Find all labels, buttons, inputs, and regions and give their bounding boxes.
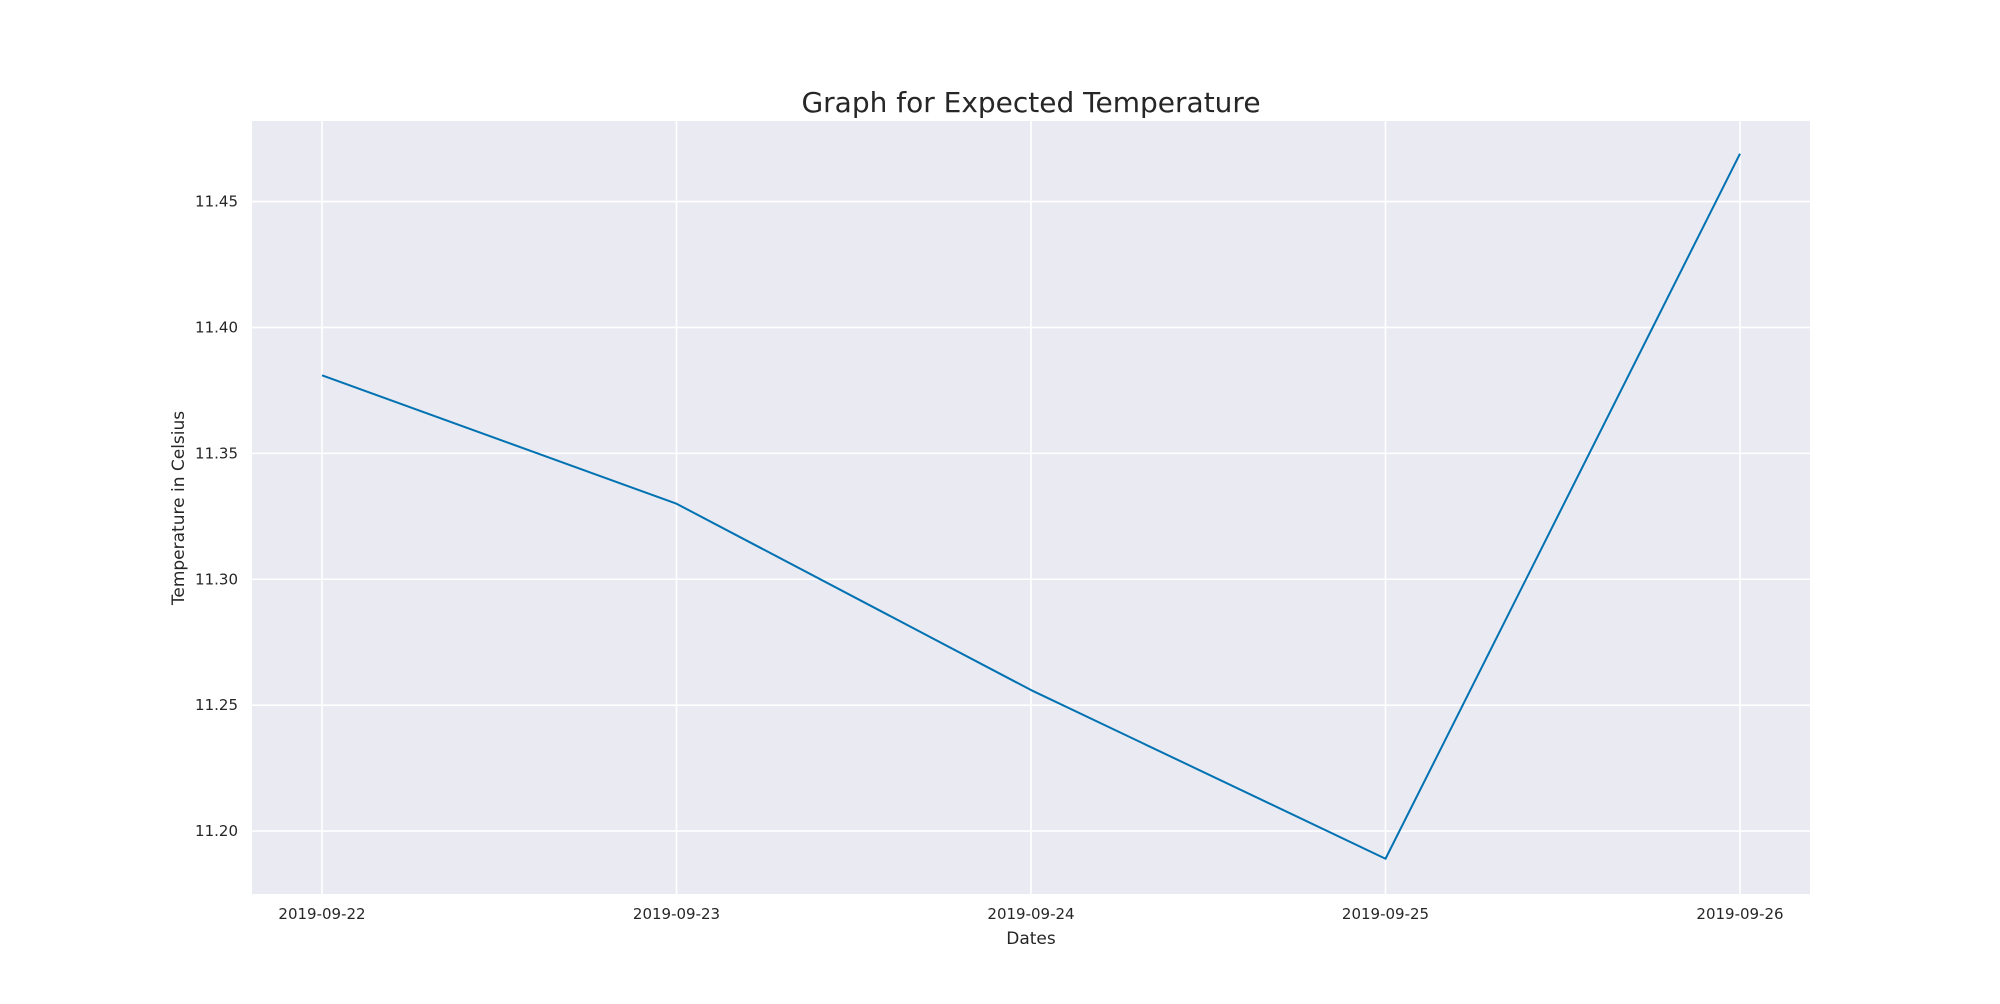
y-tick-label: 11.25 [195,696,238,714]
x-tick-label: 2019-09-25 [1342,905,1429,923]
chart-title: Graph for Expected Temperature [801,86,1260,119]
y-tick-label: 11.30 [195,570,238,588]
x-tick-label: 2019-09-22 [278,905,365,923]
y-axis-label: Temperature in Celsius [169,411,189,606]
y-tick-label: 11.35 [195,444,238,462]
series-layer [321,153,1741,860]
series-line [321,153,1741,860]
y-tick-labels: 11.20 11.25 11.30 11.35 11.40 11.45 [195,193,238,840]
y-tick-label: 11.40 [195,318,238,336]
y-tick-label: 11.20 [195,822,238,840]
x-tick-label: 2019-09-24 [987,905,1074,923]
x-tick-labels: 2019-09-22 2019-09-23 2019-09-24 2019-09-25… [278,905,1783,923]
y-tick-label: 11.45 [195,193,238,211]
grid-lines [252,121,1810,894]
x-tick-label: 2019-09-23 [633,905,720,923]
x-tick-label: 2019-09-26 [1696,905,1783,923]
x-axis-label: Dates [1006,929,1056,949]
